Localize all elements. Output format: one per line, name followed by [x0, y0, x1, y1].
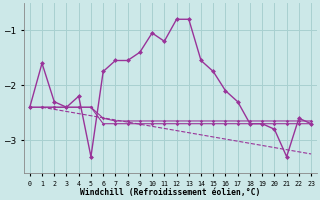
- X-axis label: Windchill (Refroidissement éolien,°C): Windchill (Refroidissement éolien,°C): [80, 188, 260, 197]
